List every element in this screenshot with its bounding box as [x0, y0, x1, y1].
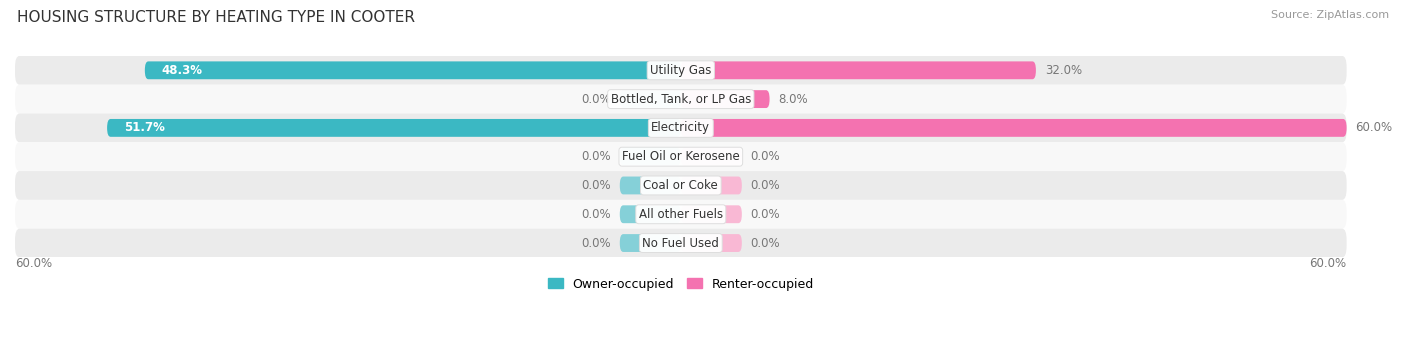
Text: 0.0%: 0.0%	[751, 150, 780, 163]
FancyBboxPatch shape	[620, 177, 681, 194]
Text: No Fuel Used: No Fuel Used	[643, 237, 720, 250]
FancyBboxPatch shape	[145, 61, 681, 79]
Text: Source: ZipAtlas.com: Source: ZipAtlas.com	[1271, 10, 1389, 20]
FancyBboxPatch shape	[681, 148, 742, 166]
FancyBboxPatch shape	[681, 61, 1036, 79]
FancyBboxPatch shape	[620, 205, 681, 223]
Text: 48.3%: 48.3%	[162, 64, 202, 77]
FancyBboxPatch shape	[620, 148, 681, 166]
Text: 0.0%: 0.0%	[581, 208, 610, 221]
FancyBboxPatch shape	[620, 90, 681, 108]
Text: 0.0%: 0.0%	[751, 179, 780, 192]
FancyBboxPatch shape	[681, 177, 742, 194]
FancyBboxPatch shape	[681, 234, 742, 252]
Text: 32.0%: 32.0%	[1045, 64, 1081, 77]
Text: All other Fuels: All other Fuels	[638, 208, 723, 221]
Text: Bottled, Tank, or LP Gas: Bottled, Tank, or LP Gas	[610, 93, 751, 106]
Text: Fuel Oil or Kerosene: Fuel Oil or Kerosene	[621, 150, 740, 163]
Text: Utility Gas: Utility Gas	[650, 64, 711, 77]
FancyBboxPatch shape	[107, 119, 681, 137]
FancyBboxPatch shape	[681, 90, 769, 108]
FancyBboxPatch shape	[620, 234, 681, 252]
Legend: Owner-occupied, Renter-occupied: Owner-occupied, Renter-occupied	[543, 272, 818, 296]
FancyBboxPatch shape	[15, 85, 1347, 114]
Text: 8.0%: 8.0%	[779, 93, 808, 106]
FancyBboxPatch shape	[15, 114, 1347, 142]
Text: HOUSING STRUCTURE BY HEATING TYPE IN COOTER: HOUSING STRUCTURE BY HEATING TYPE IN COO…	[17, 10, 415, 25]
FancyBboxPatch shape	[15, 229, 1347, 257]
Text: 60.0%: 60.0%	[1355, 121, 1392, 134]
Text: Coal or Coke: Coal or Coke	[644, 179, 718, 192]
FancyBboxPatch shape	[681, 205, 742, 223]
Text: 0.0%: 0.0%	[581, 93, 610, 106]
FancyBboxPatch shape	[681, 119, 1347, 137]
Text: 0.0%: 0.0%	[581, 150, 610, 163]
Text: 51.7%: 51.7%	[124, 121, 165, 134]
Text: 0.0%: 0.0%	[581, 237, 610, 250]
Text: 0.0%: 0.0%	[581, 179, 610, 192]
FancyBboxPatch shape	[15, 171, 1347, 200]
FancyBboxPatch shape	[15, 200, 1347, 229]
Text: Electricity: Electricity	[651, 121, 710, 134]
FancyBboxPatch shape	[15, 56, 1347, 85]
Text: 60.0%: 60.0%	[1309, 257, 1347, 270]
FancyBboxPatch shape	[15, 142, 1347, 171]
Text: 0.0%: 0.0%	[751, 208, 780, 221]
Text: 0.0%: 0.0%	[751, 237, 780, 250]
Text: 60.0%: 60.0%	[15, 257, 52, 270]
